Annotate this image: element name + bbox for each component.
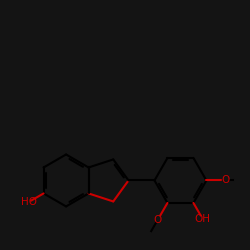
Text: O: O xyxy=(222,176,230,186)
Text: HO: HO xyxy=(21,197,37,207)
Text: OH: OH xyxy=(195,214,211,224)
Text: O: O xyxy=(154,215,162,225)
